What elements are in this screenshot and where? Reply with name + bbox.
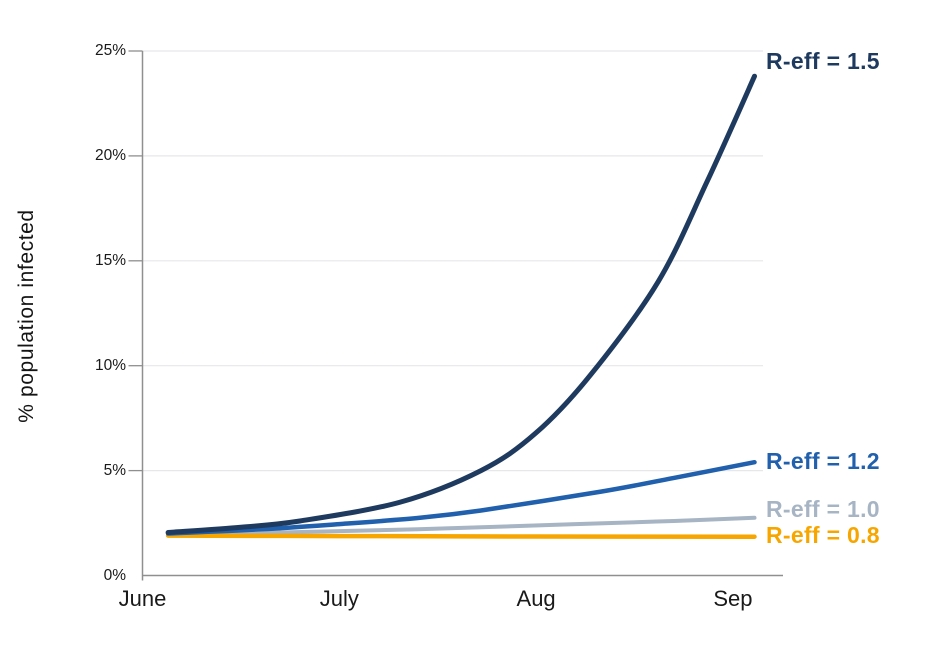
y-tick-label-10pct: 10% — [94, 356, 126, 374]
y-tick-label-25pct: 25% — [94, 42, 126, 59]
y-tick-label-20pct: 20% — [94, 146, 126, 164]
series-line-1.5 — [165, 73, 757, 535]
series-line-1.2 — [165, 459, 757, 536]
x-tick-label-sep: Sep — [713, 586, 753, 611]
x-tick-label-aug: Aug — [516, 586, 556, 611]
series-label-reff-0.8: R-eff = 0.8 — [766, 522, 880, 548]
series-line-1.0 — [166, 515, 757, 537]
y-tick-label-5pct: 5% — [103, 461, 126, 479]
x-tick-label-july: July — [319, 586, 359, 611]
series-label-reff-1.2: R-eff = 1.2 — [766, 448, 880, 475]
series-line-0.8 — [165, 533, 757, 539]
x-tick-label-june: June — [118, 586, 167, 611]
y-tick-label-0pct: 0% — [103, 566, 126, 584]
series-label-reff-1.0: R-eff = 1.0 — [766, 495, 880, 522]
y-tick-label-15pct: 15% — [94, 251, 126, 269]
series-label-reff-1.5: R-eff = 1.5 — [766, 48, 880, 75]
